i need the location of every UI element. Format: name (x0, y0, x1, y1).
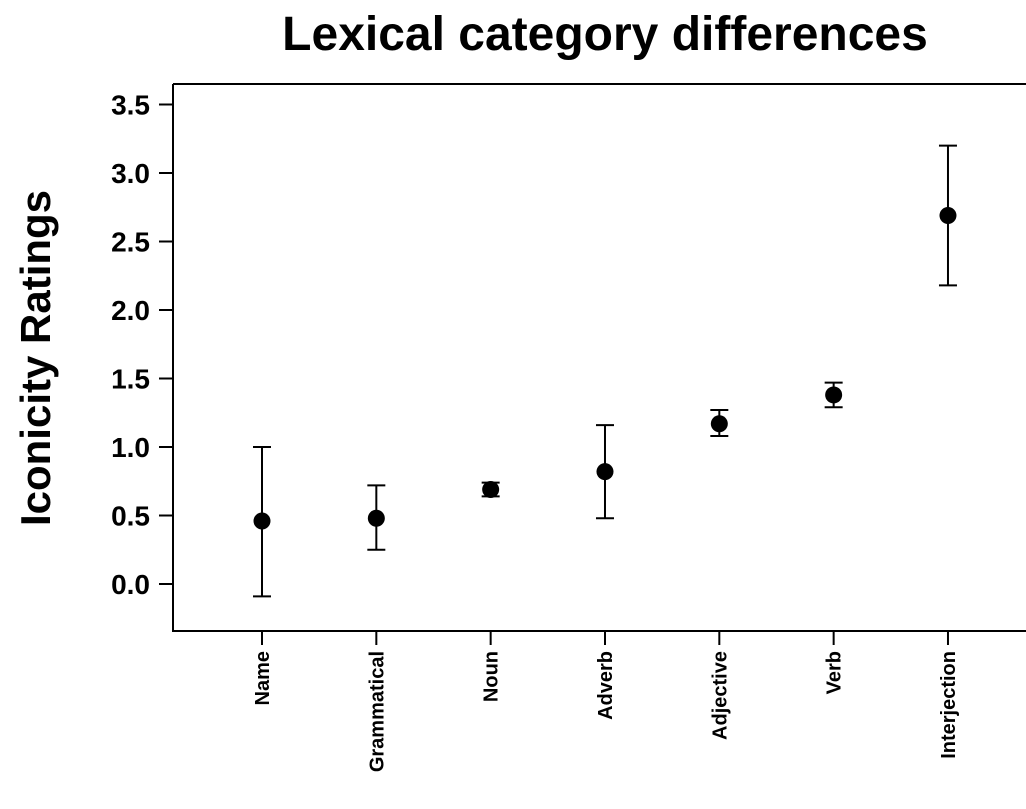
data-point (710, 415, 728, 433)
x-ticks: Name Grammatical Noun Adverb Adjective Verb In… (252, 631, 960, 772)
y-tick-label: 2.0 (111, 295, 150, 326)
x-tick-label: Interjection (938, 651, 960, 759)
data-points (253, 206, 957, 530)
y-tick-label: 1.5 (111, 364, 150, 395)
chart-title: Lexical category differences (282, 8, 928, 61)
y-tick-label: 2.5 (111, 227, 150, 258)
plot-area: 0.0 0.5 1.0 1.5 2.0 2.5 3.0 3.5 Name Grammatical… (111, 83, 1026, 772)
y-tick-label: 0.5 (111, 501, 150, 532)
y-tick-label: 3.0 (111, 158, 150, 189)
y-tick-label: 3.5 (111, 90, 150, 121)
y-tick-label: 0.0 (111, 569, 150, 600)
y-ticks: 0.0 0.5 1.0 1.5 2.0 2.5 3.0 3.5 (111, 90, 173, 600)
x-tick-label: Adverb (595, 651, 617, 720)
data-point (367, 509, 385, 527)
data-point (253, 512, 271, 530)
x-tick-label: Grammatical (366, 651, 388, 772)
x-tick-label: Verb (824, 651, 846, 694)
data-point (825, 386, 843, 404)
data-point (596, 463, 614, 481)
y-tick-label: 1.0 (111, 432, 150, 463)
y-axis-label: Iconicity Ratings (12, 190, 59, 526)
data-point (482, 480, 500, 498)
x-tick-label: Name (252, 651, 274, 705)
x-tick-label: Noun (481, 651, 503, 702)
x-tick-label: Adjective (709, 651, 731, 740)
data-point (939, 206, 957, 224)
